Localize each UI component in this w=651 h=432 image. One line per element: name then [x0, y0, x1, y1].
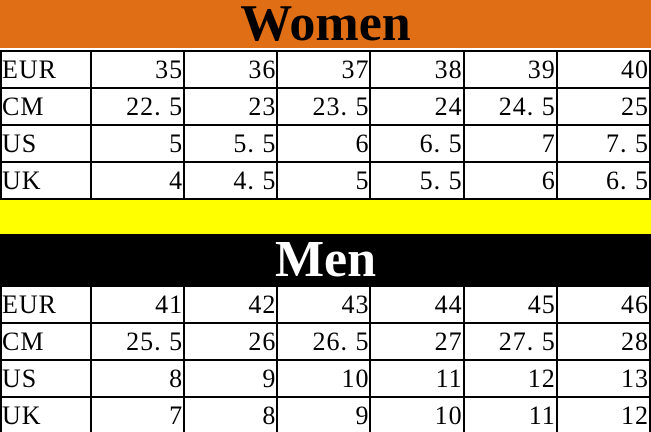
row-label: UK	[0, 396, 92, 432]
size-cell: 24	[369, 87, 465, 126]
size-cell: 39	[462, 50, 558, 89]
size-cell: 22. 5	[89, 87, 186, 126]
table-row-eur: EUR 41 42 43 44 45 46	[0, 285, 651, 324]
table-row-cm: CM 22. 5 23 23. 5 24 24. 5 25	[0, 87, 651, 126]
size-cell: 35	[89, 50, 186, 89]
size-cell: 45	[462, 285, 558, 324]
row-label: US	[0, 359, 92, 398]
divider-gap	[0, 48, 651, 50]
table-row-uk: UK 7 8 9 10 11 12	[0, 396, 651, 432]
men-banner: Men	[0, 234, 651, 285]
size-cell: 9	[183, 359, 279, 398]
size-cell: 10	[276, 359, 372, 398]
size-cell: 11	[462, 396, 558, 432]
size-cell: 10	[369, 396, 465, 432]
table-row-eur: EUR 35 36 37 38 39 40	[0, 50, 651, 89]
size-cell: 27. 5	[462, 322, 558, 361]
size-cell: 6	[462, 161, 558, 200]
size-cell: 5. 5	[369, 161, 465, 200]
table-row-cm: CM 25. 5 26 26. 5 27 27. 5 28	[0, 322, 651, 361]
size-cell: 5	[276, 161, 372, 200]
women-title: Women	[240, 0, 411, 48]
row-label: CM	[0, 322, 92, 361]
size-cell: 6. 5	[555, 161, 651, 200]
size-cell: 7	[89, 396, 186, 432]
row-label: CM	[0, 87, 92, 126]
size-cell: 6. 5	[369, 124, 465, 163]
size-cell: 6	[276, 124, 372, 163]
size-cell: 36	[183, 50, 279, 89]
size-cell: 27	[369, 322, 465, 361]
size-cell: 7	[462, 124, 558, 163]
yellow-separator-stripe	[0, 200, 651, 234]
size-cell: 12	[555, 396, 651, 432]
size-cell: 9	[276, 396, 372, 432]
women-size-table: EUR 35 36 37 38 39 40 CM 22. 5 23 23. 5 …	[0, 50, 651, 200]
size-cell: 44	[369, 285, 465, 324]
size-cell: 40	[555, 50, 651, 89]
size-cell: 37	[276, 50, 372, 89]
table-row-us: US 8 9 10 11 12 13	[0, 359, 651, 398]
women-banner: Women	[0, 0, 651, 48]
men-size-table: EUR 41 42 43 44 45 46 CM 25. 5 26 26. 5 …	[0, 285, 651, 432]
size-cell: 7. 5	[555, 124, 651, 163]
size-cell: 23	[183, 87, 279, 126]
size-cell: 25. 5	[89, 322, 186, 361]
size-cell: 12	[462, 359, 558, 398]
size-cell: 4	[89, 161, 186, 200]
row-label: US	[0, 124, 92, 163]
size-cell: 46	[555, 285, 651, 324]
size-cell: 25	[555, 87, 651, 126]
size-cell: 11	[369, 359, 465, 398]
size-cell: 24. 5	[462, 87, 558, 126]
size-cell: 28	[555, 322, 651, 361]
size-cell: 5	[89, 124, 186, 163]
size-cell: 8	[89, 359, 186, 398]
size-cell: 42	[183, 285, 279, 324]
size-cell: 43	[276, 285, 372, 324]
size-cell: 8	[183, 396, 279, 432]
size-cell: 13	[555, 359, 651, 398]
row-label: UK	[0, 161, 92, 200]
size-cell: 26	[183, 322, 279, 361]
size-cell: 23. 5	[276, 87, 372, 126]
size-cell: 41	[89, 285, 186, 324]
size-cell: 38	[369, 50, 465, 89]
size-cell: 5. 5	[183, 124, 279, 163]
table-row-us: US 5 5. 5 6 6. 5 7 7. 5	[0, 124, 651, 163]
row-label: EUR	[0, 50, 92, 89]
size-cell: 4. 5	[183, 161, 279, 200]
men-title: Men	[274, 234, 377, 285]
row-label: EUR	[0, 285, 92, 324]
size-cell: 26. 5	[276, 322, 372, 361]
table-row-uk: UK 4 4. 5 5 5. 5 6 6. 5	[0, 161, 651, 200]
